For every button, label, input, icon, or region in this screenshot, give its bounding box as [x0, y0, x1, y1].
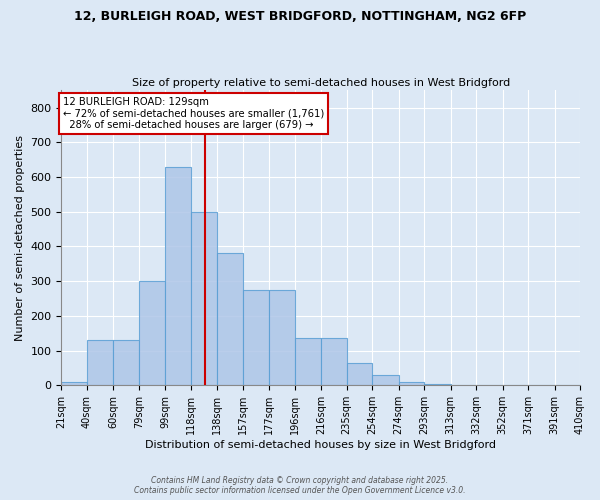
Bar [269, 290, 295, 386]
Bar [166, 166, 191, 386]
Bar [113, 340, 139, 386]
Bar [61, 382, 87, 386]
Bar [372, 375, 398, 386]
Bar [424, 384, 451, 386]
Bar [243, 290, 269, 386]
Title: Size of property relative to semi-detached houses in West Bridgford: Size of property relative to semi-detach… [131, 78, 510, 88]
Bar [87, 340, 113, 386]
Bar [191, 212, 217, 386]
Bar [139, 281, 166, 386]
Bar [295, 338, 322, 386]
Bar [217, 254, 243, 386]
Text: Contains HM Land Registry data © Crown copyright and database right 2025.
Contai: Contains HM Land Registry data © Crown c… [134, 476, 466, 495]
Text: 12, BURLEIGH ROAD, WEST BRIDGFORD, NOTTINGHAM, NG2 6FP: 12, BURLEIGH ROAD, WEST BRIDGFORD, NOTTI… [74, 10, 526, 23]
Bar [398, 382, 424, 386]
Bar [322, 338, 347, 386]
Text: 12 BURLEIGH ROAD: 129sqm
← 72% of semi-detached houses are smaller (1,761)
  28%: 12 BURLEIGH ROAD: 129sqm ← 72% of semi-d… [63, 97, 324, 130]
X-axis label: Distribution of semi-detached houses by size in West Bridgford: Distribution of semi-detached houses by … [145, 440, 496, 450]
Bar [347, 363, 372, 386]
Y-axis label: Number of semi-detached properties: Number of semi-detached properties [15, 135, 25, 341]
